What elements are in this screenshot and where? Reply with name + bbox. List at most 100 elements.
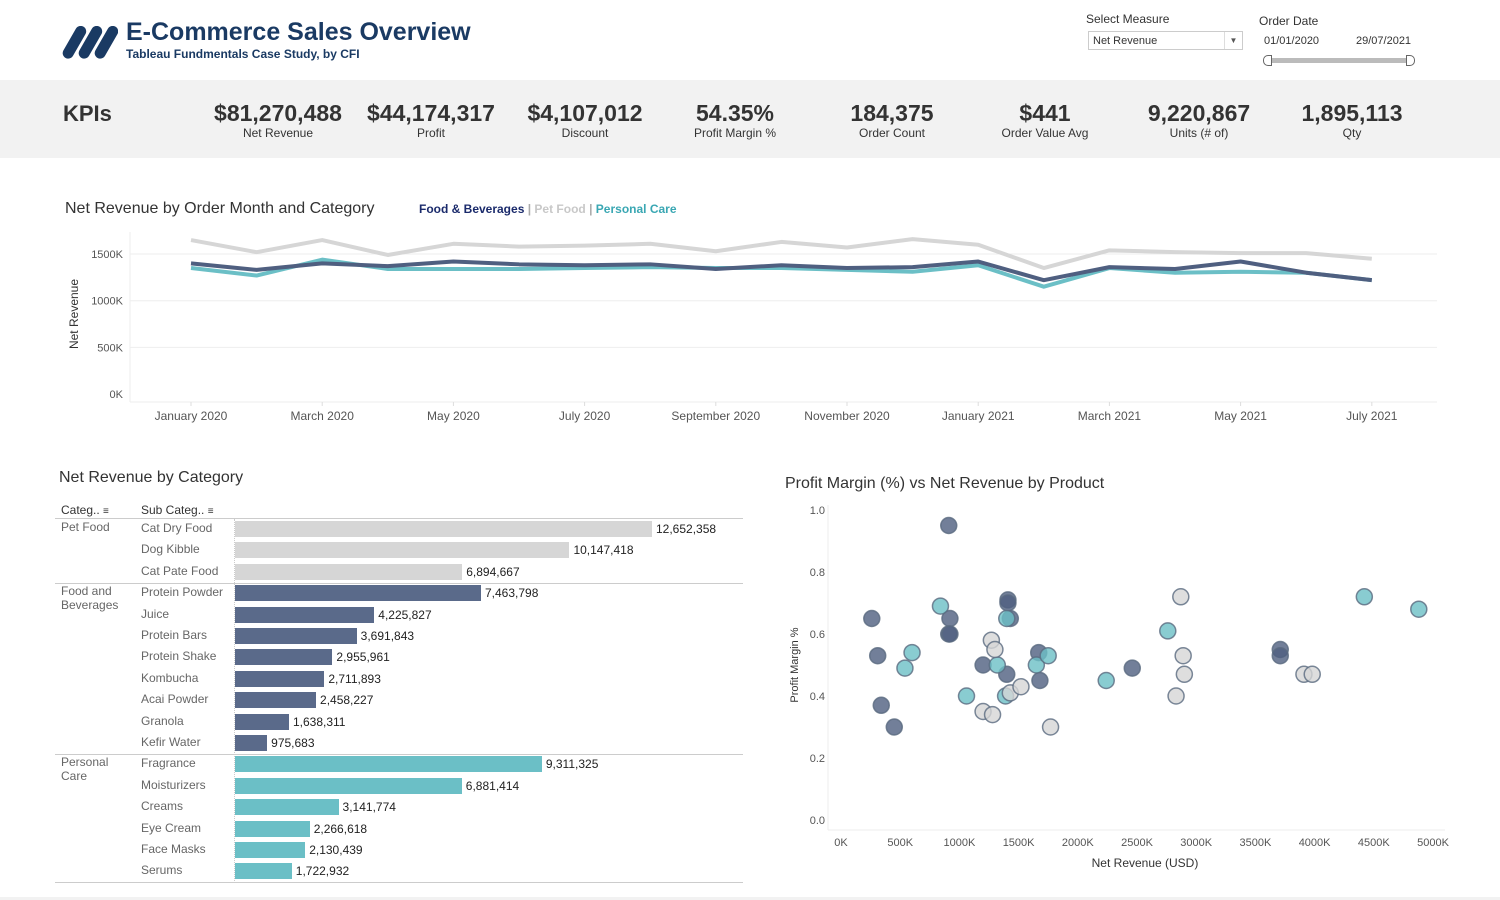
kpi-discount: $4,107,012 Discount bbox=[510, 100, 660, 140]
slider-end-handle[interactable] bbox=[1406, 55, 1415, 66]
bar-value-label: 2,955,961 bbox=[336, 650, 390, 665]
y-tick-label: 0.2 bbox=[810, 753, 825, 765]
scatter-point-personal-care[interactable] bbox=[1097, 671, 1115, 690]
bar-protein-powder[interactable] bbox=[235, 585, 481, 602]
subcategory-label: Creams bbox=[141, 799, 184, 814]
scatter-point-pet-food[interactable] bbox=[1174, 646, 1192, 665]
scatter-point-personal-care[interactable] bbox=[1027, 656, 1046, 674]
scatter-point-pet-food[interactable] bbox=[983, 705, 1002, 724]
y-axis-title: Net Revenue bbox=[67, 279, 81, 349]
category-label: Food and Beverages bbox=[61, 584, 119, 613]
sort-icon[interactable]: ≡ bbox=[207, 506, 214, 517]
dashboard-subtitle: Tableau Fundmentals Case Study, by CFI bbox=[126, 47, 360, 61]
scatter-point-pet-food[interactable] bbox=[986, 640, 1004, 659]
subcategory-label: Cat Dry Food bbox=[141, 521, 213, 535]
x-tick-label: May 2021 bbox=[1214, 409, 1267, 423]
bar-granola[interactable] bbox=[235, 713, 289, 730]
x-tick-label: 500K bbox=[887, 837, 913, 849]
scatter-chart-title: Profit Margin (%) vs Net Revenue by Prod… bbox=[785, 475, 1105, 492]
scatter-point-pet-food[interactable] bbox=[1041, 718, 1060, 736]
subcategory-label: Acai Powder bbox=[141, 692, 209, 707]
scatter-point-personal-care[interactable] bbox=[957, 687, 976, 705]
kpi-value: 9,220,867 bbox=[1147, 100, 1251, 126]
line-series-pet-food[interactable] bbox=[190, 237, 1372, 271]
legend-separator: | bbox=[527, 202, 532, 216]
bar-creams[interactable] bbox=[235, 799, 339, 816]
scatter-point-personal-care[interactable] bbox=[988, 656, 1007, 674]
x-tick-label: January 2020 bbox=[155, 409, 228, 423]
kpi-value: 184,375 bbox=[850, 100, 934, 126]
bar-value-label: 1,638,311 bbox=[292, 714, 346, 729]
dashboard-title: E-Commerce Sales Overview bbox=[126, 18, 471, 46]
bar-protein-shake[interactable] bbox=[235, 649, 333, 666]
line-chart-title: Net Revenue by Order Month and Category bbox=[65, 200, 375, 217]
table-divider bbox=[55, 518, 743, 519]
subcategory-label: Dog Kibble bbox=[141, 542, 200, 557]
bar-fragrance[interactable] bbox=[235, 756, 542, 773]
scatter-point-food-beverages[interactable] bbox=[1271, 646, 1290, 665]
bar-juice[interactable] bbox=[235, 606, 375, 623]
bar-protein-bars[interactable] bbox=[235, 628, 357, 644]
bar-kefir-water[interactable] bbox=[235, 735, 268, 751]
scatter-point-personal-care[interactable] bbox=[1355, 588, 1374, 606]
measure-dropdown[interactable]: Net Revenue ▼ bbox=[1088, 31, 1243, 50]
bar-kombucha[interactable] bbox=[235, 670, 325, 687]
category-column-header[interactable]: Categ.. ≡ bbox=[61, 503, 109, 517]
scatter-point-personal-care[interactable] bbox=[1039, 646, 1057, 665]
x-tick-label: May 2020 bbox=[427, 409, 480, 423]
scatter-point-pet-food[interactable] bbox=[1012, 677, 1030, 696]
kpi-value: $4,107,012 bbox=[527, 100, 643, 126]
scatter-point-personal-care[interactable] bbox=[903, 643, 921, 662]
scatter-point-personal-care[interactable] bbox=[896, 659, 914, 677]
bar-moisturizers[interactable] bbox=[235, 777, 462, 794]
scatter-point-pet-food[interactable] bbox=[1167, 687, 1185, 705]
legend-pet-food[interactable]: Pet Food bbox=[534, 202, 586, 216]
bar-cat-dry-food[interactable] bbox=[235, 521, 652, 537]
y-tick-label: 0K bbox=[110, 389, 124, 401]
bar-dog-kibble[interactable] bbox=[235, 542, 570, 559]
sort-icon[interactable]: ≡ bbox=[103, 506, 109, 517]
kpi-value: $44,174,317 bbox=[367, 100, 495, 126]
scatter-point-food-beverages[interactable] bbox=[939, 516, 958, 535]
bar-value-label: 9,311,325 bbox=[545, 757, 599, 772]
bar-value-label: 975,683 bbox=[271, 736, 315, 750]
bar-value-label: 1,722,932 bbox=[295, 864, 350, 879]
bar-axis-line bbox=[234, 519, 235, 881]
scatter-point-personal-care[interactable] bbox=[931, 597, 950, 615]
bar-cat-pate-food[interactable] bbox=[235, 563, 463, 580]
x-tick-label: July 2020 bbox=[559, 409, 611, 423]
x-tick-label: January 2021 bbox=[942, 409, 1015, 423]
chevron-down-icon[interactable]: ▼ bbox=[1224, 32, 1242, 49]
scatter-point-pet-food[interactable] bbox=[1175, 665, 1194, 684]
scatter-point-personal-care[interactable] bbox=[998, 609, 1016, 628]
date-end: 29/07/2021 bbox=[1356, 35, 1412, 47]
subcategory-column-header[interactable]: Sub Categ.. ≡ bbox=[141, 503, 214, 517]
legend-personal-care[interactable]: Personal Care bbox=[595, 202, 677, 216]
scatter-point-personal-care[interactable] bbox=[1159, 622, 1177, 640]
scatter-point-food-beverages[interactable] bbox=[1031, 671, 1049, 690]
bar-face-masks[interactable] bbox=[235, 842, 306, 858]
line-series-food-beverages[interactable] bbox=[190, 259, 1373, 283]
line-series-personal-care[interactable] bbox=[190, 257, 1373, 289]
scatter-point-pet-food[interactable] bbox=[1303, 665, 1321, 684]
bar-serums[interactable] bbox=[235, 863, 292, 880]
scatter-point-food-beverages[interactable] bbox=[999, 594, 1017, 612]
scatter-point-food-beverages[interactable] bbox=[863, 609, 881, 628]
scatter-point-food-beverages[interactable] bbox=[885, 718, 904, 736]
scatter-point-personal-care[interactable] bbox=[1410, 600, 1428, 618]
bar-acai-powder[interactable] bbox=[235, 692, 317, 709]
y-tick-label: 0.0 bbox=[810, 815, 825, 827]
slider-start-handle[interactable] bbox=[1263, 55, 1272, 66]
scatter-point-food-beverages[interactable] bbox=[872, 696, 891, 715]
scatter-point-food-beverages[interactable] bbox=[868, 646, 887, 665]
subcategory-label: Kefir Water bbox=[141, 735, 201, 749]
scatter-point-food-beverages[interactable] bbox=[941, 625, 959, 643]
scatter-point-pet-food[interactable] bbox=[1172, 588, 1190, 606]
bar-eye-cream[interactable] bbox=[235, 820, 310, 837]
scatter-point-food-beverages[interactable] bbox=[1123, 659, 1142, 677]
kpi-label: Order Value Avg bbox=[1001, 126, 1089, 140]
x-tick-label: September 2020 bbox=[671, 409, 760, 423]
legend-food-beverages[interactable]: Food & Beverages bbox=[419, 202, 525, 216]
date-range-slider[interactable] bbox=[1267, 58, 1411, 63]
